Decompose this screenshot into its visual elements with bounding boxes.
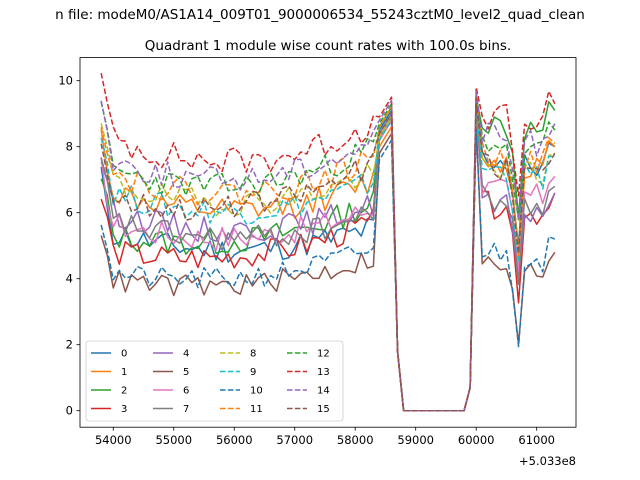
legend-label-0: 0 — [121, 349, 127, 360]
x-tick-label: 55000 — [155, 433, 192, 447]
x-tick-label: 56000 — [216, 433, 253, 447]
axes-frame — [79, 57, 577, 428]
y-tick-label: 0 — [66, 404, 73, 418]
y-tick-label: 2 — [66, 338, 73, 352]
legend-label-5: 5 — [183, 367, 189, 378]
figure-suptitle: n file: modeM0/AS1A14_009T01_9000006534_… — [55, 7, 585, 23]
x-tick-label: 54000 — [95, 433, 132, 447]
legend-label-4: 4 — [183, 349, 189, 360]
series-line-10 — [100, 129, 556, 412]
series-line-15 — [100, 103, 556, 412]
x-tick-label: 59000 — [397, 433, 434, 447]
y-tick-label: 10 — [58, 74, 73, 88]
x-tick-label: 57000 — [276, 433, 313, 447]
series-line-8 — [100, 106, 556, 412]
legend-label-13: 13 — [317, 367, 330, 378]
y-tick-label: 8 — [66, 140, 73, 154]
legend-label-8: 8 — [250, 349, 256, 360]
legend-label-6: 6 — [183, 386, 189, 397]
chart-title: Quadrant 1 module wise count rates with … — [145, 38, 511, 54]
legend-label-2: 2 — [121, 386, 127, 397]
legend-label-3: 3 — [121, 404, 127, 415]
legend-label-10: 10 — [250, 386, 263, 397]
series-line-14 — [100, 89, 556, 412]
x-tick-label: 58000 — [337, 433, 374, 447]
legend-label-7: 7 — [183, 404, 189, 415]
legend-label-12: 12 — [317, 349, 330, 360]
legend-label-9: 9 — [250, 367, 256, 378]
y-tick-label: 4 — [66, 272, 73, 286]
y-axis: 0 2 4 6 8 10 — [58, 74, 80, 418]
x-tick-label: 61000 — [518, 433, 555, 447]
legend-box — [85, 340, 344, 422]
x-axis: 54000 55000 56000 57000 58000 59000 60000 61000 — [95, 427, 555, 447]
series-line-13 — [100, 72, 556, 412]
plot-area — [100, 72, 556, 412]
legend-label-14: 14 — [317, 386, 330, 397]
y-tick-label: 6 — [66, 206, 73, 220]
legend-label-1: 1 — [121, 367, 127, 378]
legend-label-11: 11 — [250, 404, 263, 415]
x-offset-label: +5.033e8 — [519, 454, 576, 468]
x-tick-label: 60000 — [458, 433, 495, 447]
legend-label-15: 15 — [317, 404, 330, 415]
